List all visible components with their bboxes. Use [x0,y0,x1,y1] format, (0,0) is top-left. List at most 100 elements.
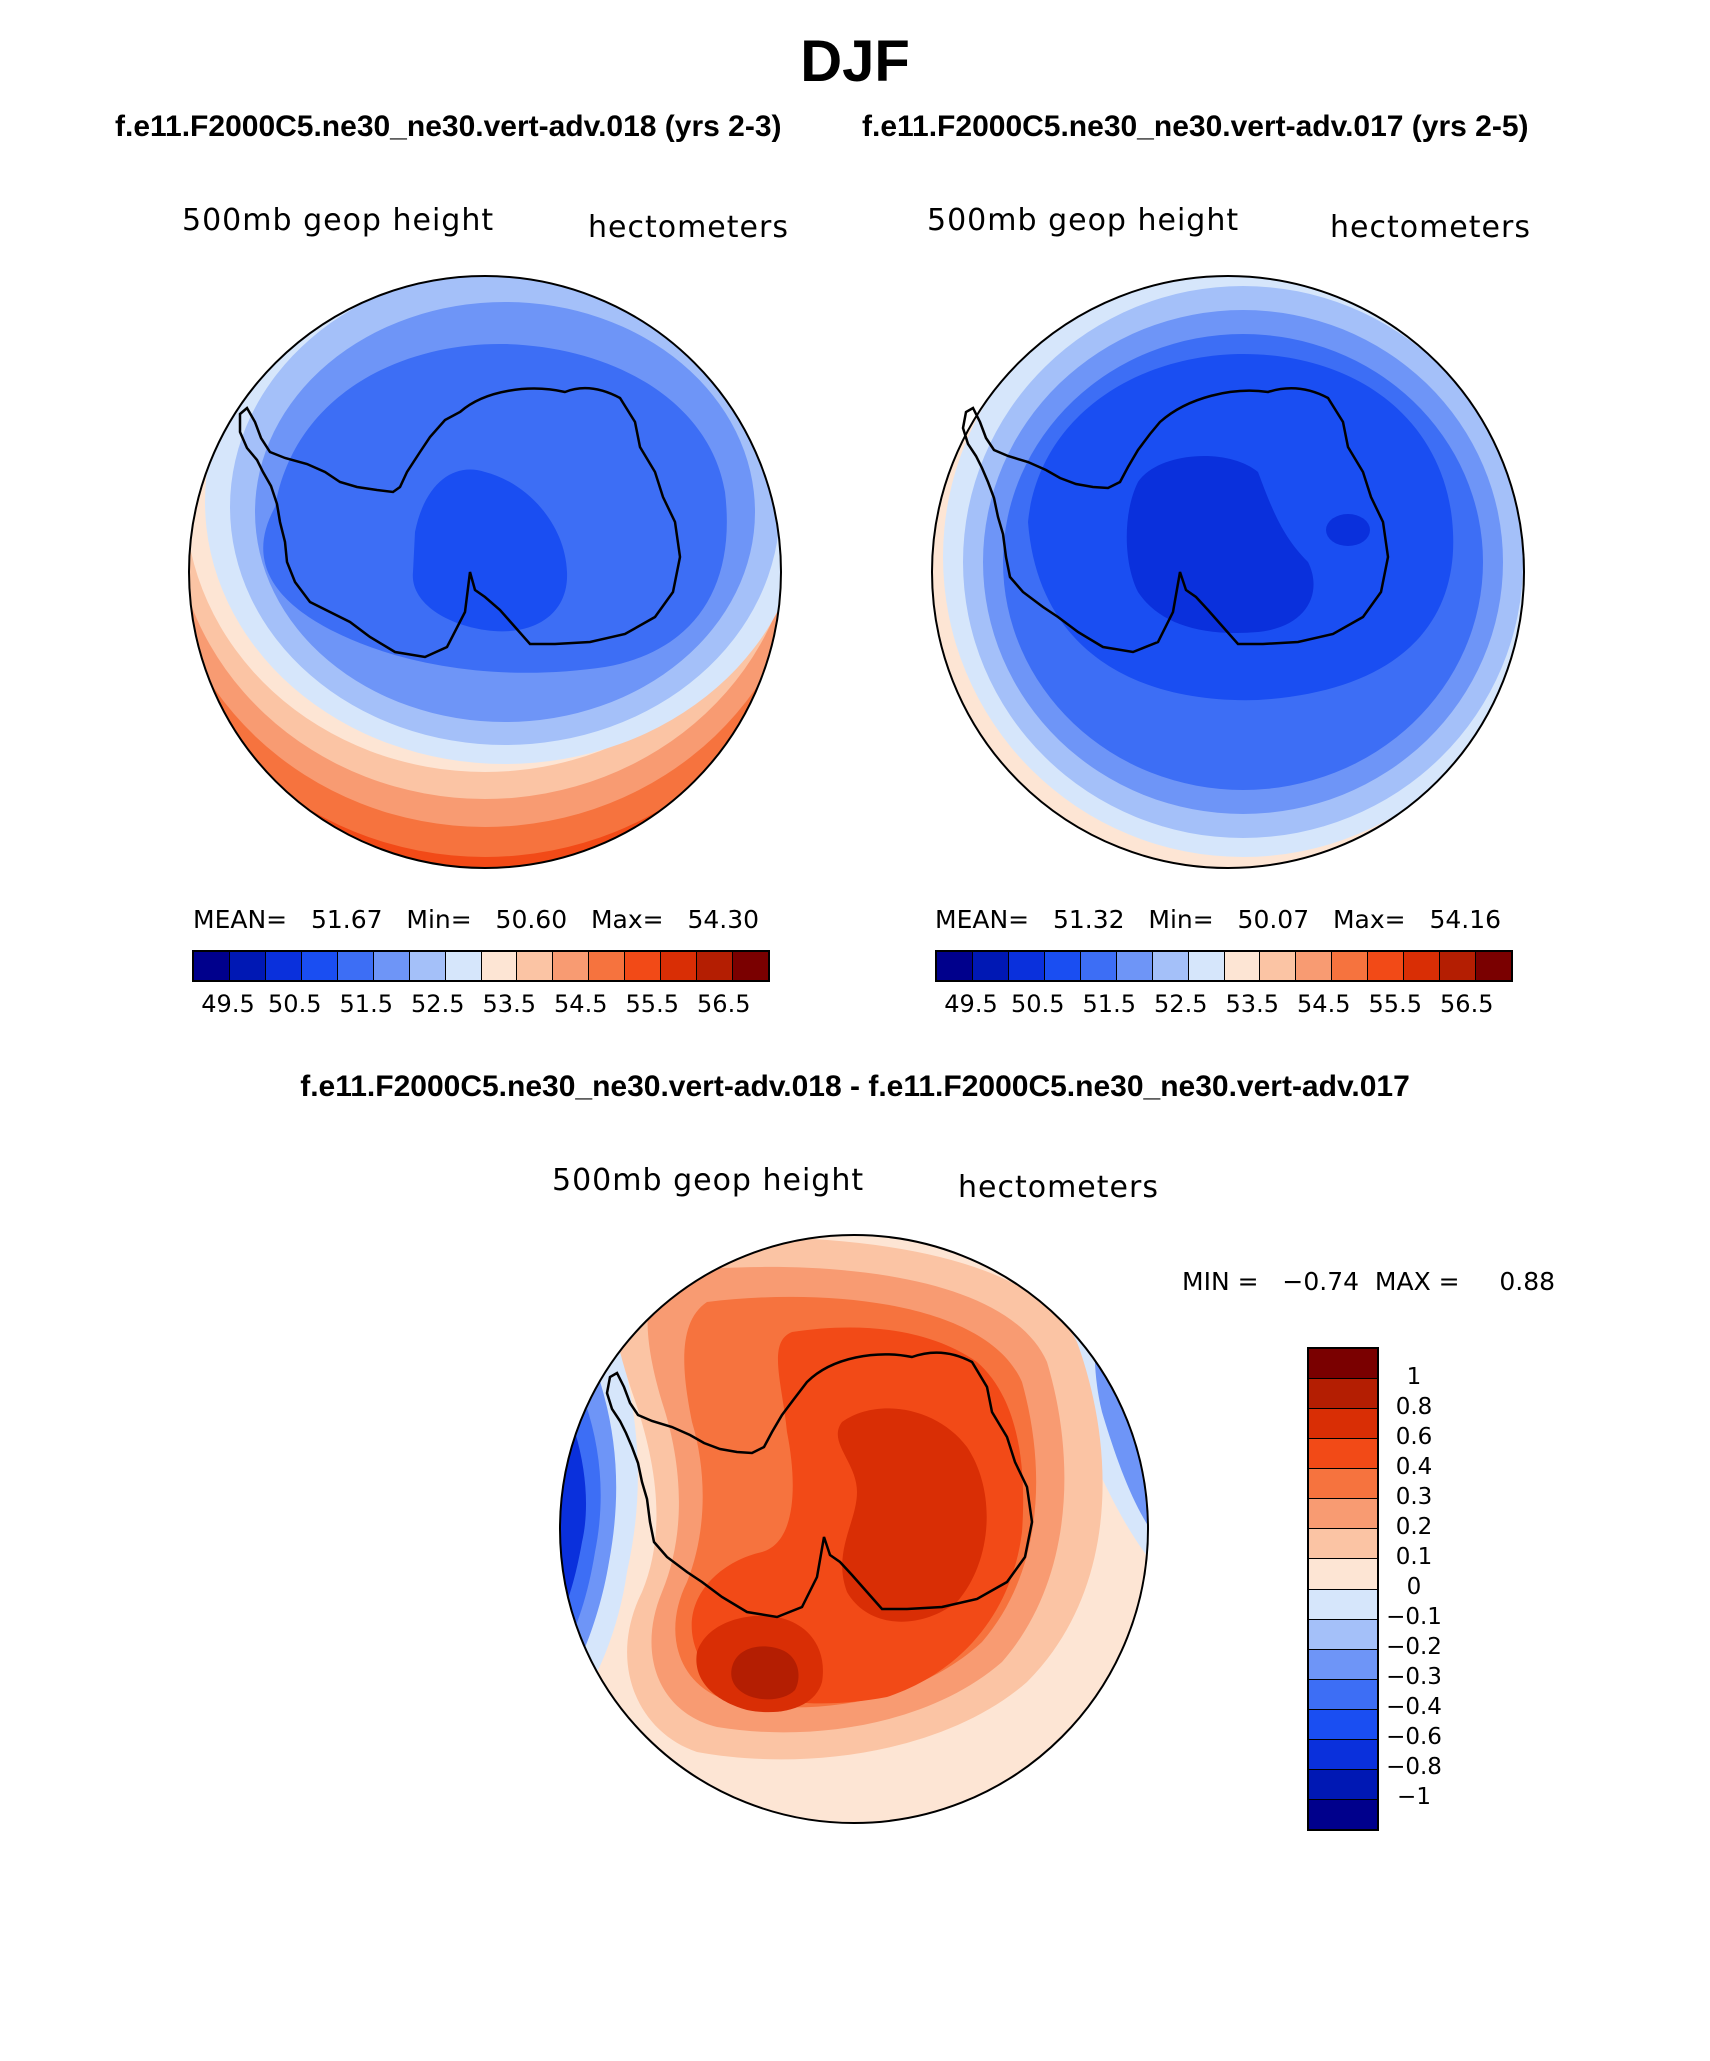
left-variable-label: 500mb geop height [182,203,495,238]
left-min-value: 50.60 [495,905,568,934]
colorbar-tick-label: −0.3 [1386,1664,1442,1690]
case-title-right: f.e11.F2000C5.ne30_ne30.vert-adv.017 (yr… [862,110,1529,143]
left-mean-label: MEAN= [193,905,288,934]
colorbar-swatch [1152,952,1189,980]
right-variable-label: 500mb geop height [927,203,1240,238]
colorbar-swatch [1309,1379,1377,1410]
right-max-label: Max= [1332,905,1406,934]
colorbar-tick-label: 55.5 [625,990,679,1018]
colorbar-swatch [1188,952,1225,980]
colorbar-tick-label: 52.5 [1154,990,1208,1018]
diff-polar-map [559,1234,1149,1824]
colorbar-tick-label: 56.5 [697,990,751,1018]
right-mean-label: MEAN= [935,905,1030,934]
colorbar-swatch [1309,1499,1377,1530]
colorbar-tick-label: 0.6 [1395,1424,1433,1450]
colorbar-swatch [1309,1439,1377,1470]
colorbar-swatch [1116,952,1153,980]
left-antarctica-outline [238,387,682,659]
colorbar-swatch [265,952,302,980]
colorbar-tick-label: −1 [1397,1784,1431,1810]
right-polar-map [931,275,1525,869]
colorbar-tick-label: 1 [1406,1364,1422,1390]
colorbar-tick-label: 56.5 [1440,990,1494,1018]
colorbar-swatch [733,952,768,980]
right-contour-min [1126,455,1314,633]
colorbar-swatch [1309,1739,1377,1770]
colorbar-tick-label: 0.4 [1395,1454,1433,1480]
left-mean-value: 51.67 [310,905,383,934]
figure-title: DJF [800,29,910,94]
right-colorbar-ticks: 49.5 50.5 51.5 52.5 53.5 54.5 55.5 56.5 [940,990,1503,1018]
right-mean-value: 51.32 [1052,905,1125,934]
colorbar-swatch [1296,952,1333,980]
colorbar-swatch [1476,952,1511,980]
left-colorbar [192,950,770,982]
colorbar-swatch [697,952,734,980]
diff-colorbar [1307,1347,1379,1831]
left-colorbar-ticks: 49.5 50.5 51.5 52.5 53.5 54.5 55.5 56.5 [197,990,760,1018]
diff-title: f.e11.F2000C5.ne30_ne30.vert-adv.018 - f… [300,1070,1410,1103]
colorbar-swatch [1044,952,1081,980]
colorbar-swatch [1309,1799,1377,1829]
colorbar-tick-label: 55.5 [1368,990,1422,1018]
colorbar-swatch [1309,1589,1377,1620]
colorbar-swatch [1080,952,1117,980]
colorbar-swatch [301,952,338,980]
colorbar-swatch [445,952,482,980]
colorbar-swatch [1224,952,1261,980]
colorbar-tick-label: 49.5 [201,990,255,1018]
colorbar-tick-label: 50.5 [1011,990,1065,1018]
diff-min-value: −0.74 [1282,1267,1360,1296]
colorbar-swatch [1008,952,1045,980]
colorbar-tick-label: 51.5 [339,990,393,1018]
right-units-label: hectometers [1330,210,1531,245]
colorbar-tick-label: −0.8 [1386,1754,1442,1780]
colorbar-tick-label: 54.5 [1297,990,1351,1018]
diff-contour-max-west [731,1646,799,1700]
colorbar-swatch [1404,952,1441,980]
colorbar-swatch [1309,1349,1377,1380]
colorbar-swatch [1309,1529,1377,1560]
diff-min-label: MIN = [1182,1267,1259,1296]
colorbar-swatch [481,952,518,980]
left-contour-min [412,469,568,632]
colorbar-swatch [1368,952,1405,980]
colorbar-swatch [1309,1559,1377,1590]
diff-antarctica-outline [605,1351,1034,1619]
colorbar-swatch [1260,952,1297,980]
diff-variable-label: 500mb geop height [552,1163,865,1198]
colorbar-swatch [1309,1649,1377,1680]
colorbar-tick-label: 0.3 [1395,1484,1433,1510]
colorbar-tick-label: 0.1 [1395,1544,1433,1570]
colorbar-swatch [589,952,626,980]
colorbar-swatch [1309,1679,1377,1710]
colorbar-tick-label: 50.5 [268,990,322,1018]
right-min-value: 50.07 [1237,905,1310,934]
right-antarctica-outline [961,386,1390,654]
diff-units-label: hectometers [958,1170,1159,1205]
right-min-label: Min= [1148,905,1214,934]
diff-max-label: MAX = [1374,1267,1460,1296]
colorbar-tick-label: −0.1 [1386,1604,1442,1630]
colorbar-tick-label: 53.5 [1225,990,1279,1018]
left-units-label: hectometers [588,210,789,245]
colorbar-swatch [517,952,554,980]
colorbar-swatch [625,952,662,980]
colorbar-tick-label: −0.6 [1386,1724,1442,1750]
right-colorbar [935,950,1513,982]
colorbar-swatch [373,952,410,980]
colorbar-swatch [972,952,1009,980]
diff-max-value: 0.88 [1499,1267,1556,1296]
colorbar-tick-label: 53.5 [482,990,536,1018]
colorbar-swatch [553,952,590,980]
left-min-label: Min= [406,905,472,934]
colorbar-tick-label: 0 [1406,1574,1422,1600]
colorbar-swatch [1309,1409,1377,1440]
left-max-label: Max= [590,905,664,934]
colorbar-swatch [337,952,374,980]
diff-colorbar-ticks: 1 0.8 0.6 0.4 0.3 0.2 0.1 0 −0.1 −0.2 −0.3 −0.4 −0.6… [1374,1347,1454,1827]
colorbar-tick-label: 51.5 [1082,990,1136,1018]
colorbar-swatch [661,952,698,980]
colorbar-swatch [1309,1619,1377,1650]
